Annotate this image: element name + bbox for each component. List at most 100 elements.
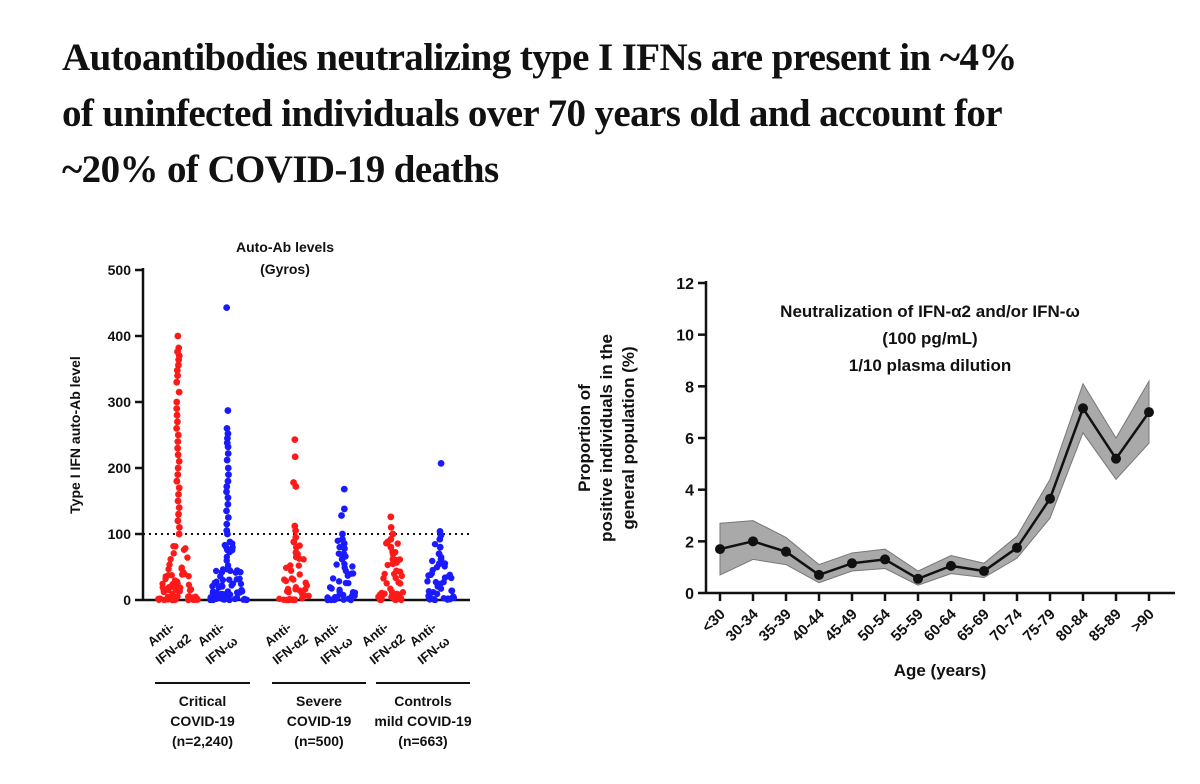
autoab-dot bbox=[291, 596, 299, 604]
autoab-dot bbox=[223, 304, 231, 312]
age-annotation-line: (100 pg/mL) bbox=[882, 329, 977, 348]
autoab-dot bbox=[387, 524, 395, 531]
autoab-dot bbox=[396, 556, 404, 563]
autoab-dot bbox=[168, 572, 175, 579]
autoab-dot bbox=[336, 586, 343, 594]
autoab-dot bbox=[395, 579, 402, 586]
autoab-dot bbox=[339, 530, 346, 538]
autoab-dot bbox=[295, 562, 302, 569]
age-point bbox=[814, 569, 824, 580]
autoab-group-label: mild COVID-19 bbox=[374, 713, 471, 729]
autoab-dot bbox=[338, 512, 345, 519]
autoab-dot bbox=[173, 425, 180, 432]
autoab-dot bbox=[223, 425, 231, 432]
autoab-column bbox=[276, 436, 312, 604]
autoab-group-label: Controls bbox=[394, 693, 452, 709]
autoab-y-tick-label: 300 bbox=[108, 394, 132, 410]
autoab-group-label: COVID-19 bbox=[287, 713, 352, 729]
age-point bbox=[748, 536, 758, 547]
headline-line-1: Autoantibodies neutralizing type I IFNs … bbox=[62, 36, 1017, 79]
autoab-dot bbox=[398, 572, 405, 580]
autoab-y-tick-label: 0 bbox=[123, 592, 131, 608]
autoab-dot bbox=[349, 570, 357, 577]
autoab-group-label: Critical bbox=[179, 693, 226, 709]
autoab-column bbox=[155, 332, 201, 604]
age-chart: Proportion of positive individuals in the… bbox=[575, 276, 1175, 680]
autoab-dot bbox=[329, 575, 337, 582]
autoab-dot bbox=[291, 436, 299, 444]
autoab-dot bbox=[387, 535, 395, 543]
autoab-dot bbox=[173, 405, 181, 412]
autoab-dot bbox=[162, 575, 169, 583]
age-x-tick-label: 45-49 bbox=[822, 606, 861, 645]
age-x-tick-label: 65-69 bbox=[954, 606, 993, 645]
autoab-dot bbox=[444, 595, 452, 602]
autoab-dot bbox=[224, 494, 232, 502]
autoab-dot bbox=[225, 471, 232, 478]
autoab-dot bbox=[174, 372, 181, 379]
autoab-dot bbox=[174, 464, 182, 472]
age-x-tick-label: 30-34 bbox=[723, 605, 763, 645]
autoab-dot bbox=[341, 564, 348, 571]
autoab-dot bbox=[384, 561, 391, 569]
autoab-dot bbox=[383, 540, 390, 547]
autoab-group-label: COVID-19 bbox=[170, 713, 235, 729]
age-point bbox=[880, 554, 890, 565]
autoab-dot bbox=[292, 483, 300, 490]
age-xlabel: Age (years) bbox=[894, 661, 987, 680]
autoab-dot bbox=[340, 596, 347, 603]
age-y-tick-label: 6 bbox=[685, 431, 694, 448]
autoab-dot bbox=[229, 547, 236, 554]
autoab-dot bbox=[166, 594, 174, 601]
autoab-dot bbox=[387, 543, 395, 551]
autoab-dot bbox=[226, 596, 233, 604]
autoab-dot bbox=[389, 560, 397, 568]
autoab-dot bbox=[341, 545, 348, 552]
autoab-dot bbox=[207, 594, 214, 601]
age-ylabel-line: Proportion of bbox=[575, 384, 594, 492]
autoab-dot bbox=[441, 574, 449, 581]
autoab-dot bbox=[302, 586, 309, 593]
age-point bbox=[913, 573, 923, 584]
autoab-dot bbox=[165, 585, 173, 592]
age-ylabel-line: general population (%) bbox=[619, 346, 638, 529]
autoab-group-label: (n=2,240) bbox=[172, 733, 233, 749]
autoab-dot bbox=[223, 520, 231, 528]
age-x-tick-label: 35-39 bbox=[756, 606, 795, 645]
autoab-dot bbox=[393, 590, 400, 598]
autoab-dot bbox=[166, 561, 173, 568]
autoab-dot bbox=[292, 527, 300, 535]
autoab-column bbox=[324, 485, 359, 604]
autoab-dot bbox=[441, 563, 448, 570]
age-point bbox=[1111, 453, 1121, 464]
autoab-dot bbox=[226, 591, 234, 598]
autoab-dot bbox=[223, 456, 231, 464]
autoab-dot bbox=[296, 571, 303, 578]
autoab-dot bbox=[160, 588, 168, 596]
autoab-dot bbox=[287, 567, 295, 574]
autoab-dot bbox=[280, 596, 287, 603]
autoab-dot bbox=[174, 438, 182, 445]
autoab-y-tick-label: 200 bbox=[108, 460, 132, 476]
age-x-tick-label: 85-89 bbox=[1086, 606, 1125, 645]
autoab-dot bbox=[174, 451, 182, 459]
age-y-tick-label: 4 bbox=[685, 483, 694, 500]
autoab-dot bbox=[175, 491, 182, 498]
autoab-dot bbox=[345, 579, 352, 587]
autoab-dot bbox=[174, 444, 182, 452]
autoab-dot bbox=[215, 584, 222, 591]
autoab-dot bbox=[224, 464, 232, 472]
autoab-dot bbox=[180, 546, 188, 553]
autoab-dot bbox=[436, 543, 444, 551]
autoab-dot bbox=[433, 590, 441, 598]
autoab-dot bbox=[233, 576, 240, 583]
age-annotation-line: Neutralization of IFN-α2 and/or IFN-ω bbox=[780, 302, 1080, 321]
autoab-dot bbox=[167, 555, 174, 563]
headline-line-3: ~20% of COVID-19 deaths bbox=[62, 148, 499, 191]
autoab-column bbox=[375, 513, 407, 604]
autoab-dot bbox=[173, 378, 181, 386]
headline-line-2: of uninfected individuals over 70 years … bbox=[62, 92, 1003, 135]
autoab-y-tick-label: 100 bbox=[108, 526, 132, 542]
autoab-dot bbox=[340, 550, 348, 558]
autoab-dot bbox=[450, 593, 457, 600]
